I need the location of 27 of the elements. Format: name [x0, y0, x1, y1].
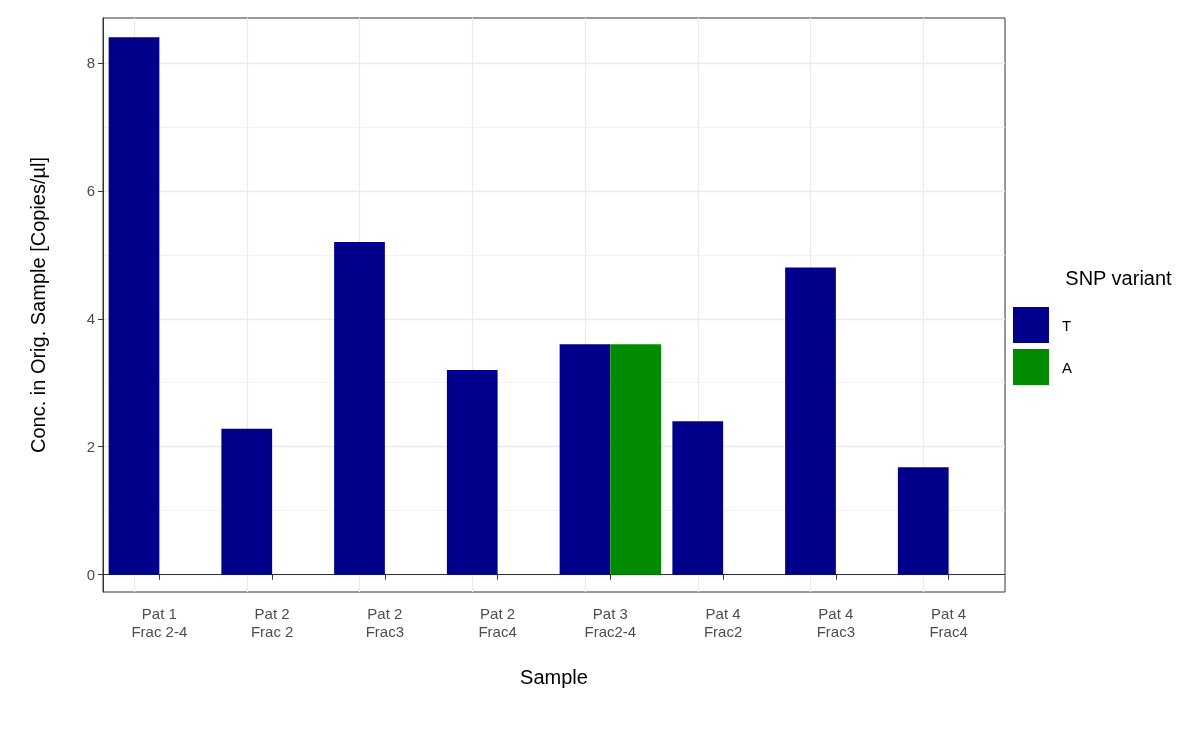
- y-tick-label: 8: [86, 54, 95, 72]
- legend-label: T: [1062, 316, 1072, 334]
- bar: [334, 241, 385, 575]
- x-tick-label: Pat 2 Frac3: [365, 604, 405, 640]
- bar: [672, 421, 724, 575]
- bar: [446, 369, 498, 575]
- bar: [785, 267, 836, 575]
- x-axis-title: Sample: [520, 666, 588, 688]
- x-tick-label: Pat 2 Frac4: [478, 604, 517, 640]
- legend-title: SNP variant: [1065, 267, 1173, 289]
- bar: [108, 37, 160, 575]
- y-tick-label: 6: [86, 182, 95, 200]
- legend-label: A: [1062, 358, 1073, 376]
- x-tick-label: Pat 4 Frac2: [703, 604, 743, 640]
- bar: [559, 344, 611, 575]
- y-axis-title: Conc. in Orig. Sample [Copies/µl]: [27, 156, 49, 454]
- bar: [897, 467, 949, 575]
- bar: [221, 428, 273, 575]
- y-tick-label: 4: [86, 310, 95, 328]
- x-tick-label: Pat 2 Frac 2: [250, 604, 294, 640]
- y-tick-label: 2: [86, 438, 95, 456]
- x-tick-label: Pat 4 Frac3: [816, 604, 856, 640]
- x-tick-label: Pat 4 Frac4: [929, 604, 968, 640]
- bar: [610, 344, 662, 575]
- x-tick-label: Pat 1 Frac 2-4: [131, 604, 188, 640]
- x-tick-label: Pat 3 Frac2-4: [584, 604, 637, 640]
- y-tick-label: 0: [86, 566, 95, 584]
